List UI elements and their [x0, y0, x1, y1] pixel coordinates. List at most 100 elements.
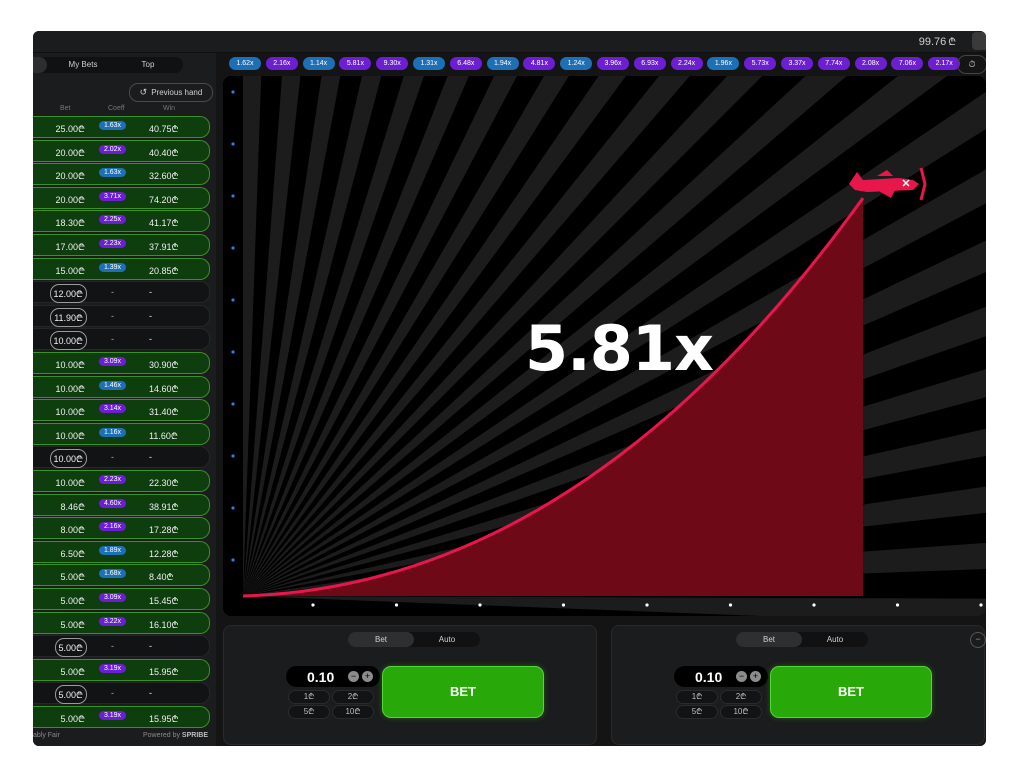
win-amount: 11.60₾ — [149, 430, 178, 441]
history-multiplier: 7.06x — [891, 57, 924, 70]
plus-icon[interactable]: + — [750, 671, 761, 682]
win-amount: - — [149, 688, 152, 699]
coeff-badge: - — [111, 641, 114, 652]
background-ray — [243, 76, 847, 596]
coeff-badge: 2.23x — [99, 239, 126, 248]
bet-row: 5.00₾ 1.68x 8.40₾ — [33, 564, 210, 587]
win-amount: - — [149, 287, 152, 298]
tab-my-bets[interactable]: My Bets — [68, 60, 98, 69]
win-amount: 30.90₾ — [149, 360, 179, 370]
coeff-badge: 1.63x — [99, 168, 126, 178]
bet-panel-tabs: Bet Auto — [348, 632, 480, 647]
quick-amount-2[interactable]: 2₾ — [720, 690, 762, 704]
bet-amount: 12.00₾ — [49, 284, 87, 304]
win-amount: 22.30₾ — [149, 478, 179, 488]
history-multiplier: 2.24x — [670, 57, 703, 70]
tab-bet[interactable]: Bet — [348, 632, 414, 647]
previous-hand-label: Previous hand — [151, 88, 203, 97]
quick-amount-5[interactable]: 5₾ — [288, 705, 330, 719]
tab-auto[interactable]: Auto — [826, 635, 844, 644]
win-amount: 37.91₾ — [149, 242, 179, 252]
tab-all-bets[interactable] — [33, 57, 47, 73]
tab-auto[interactable]: Auto — [438, 635, 456, 644]
tab-top[interactable]: Top — [141, 60, 155, 69]
bet-button[interactable]: BET — [382, 666, 544, 718]
tab-bet[interactable]: Bet — [736, 632, 802, 647]
provably-fair-link[interactable]: ably Fair — [33, 732, 60, 739]
column-header-bet: Bet — [60, 105, 71, 112]
coeff-badge: 1.39x — [99, 262, 126, 272]
background-ray — [243, 76, 469, 596]
bet-row: 10.00₾ 3.14x 31.40₾ — [33, 399, 210, 422]
coeff-badge: 1.46x — [99, 380, 126, 390]
bet-row: 10.00₾ 2.23x 22.30₾ — [33, 470, 210, 492]
left-footer: ably Fair Powered by SPRIBE — [33, 727, 216, 746]
bet-row: 25.00₾ 1.63x 40.75₾ — [33, 116, 210, 138]
bet-amount: 20.00₾ — [55, 194, 85, 205]
win-amount: 38.91₾ — [149, 501, 179, 512]
spribe-logo: SPRIBE — [181, 732, 208, 739]
bet-row: 12.00₾ - - — [33, 281, 210, 304]
history-toggle-icon[interactable]: ⏱ — [957, 55, 986, 74]
y-axis-dot — [231, 194, 235, 198]
bet-row: 20.00₾ 1.63x 32.60₾ — [33, 163, 210, 186]
flight-curve — [242, 197, 865, 598]
previous-hand-button[interactable]: ↺ Previous hand — [129, 83, 213, 102]
coeff-badge: 2.23x — [99, 475, 126, 484]
bet-amount: 5.00₾ — [60, 572, 85, 583]
history-multiplier: 2.08x — [854, 57, 887, 70]
minus-icon[interactable]: − — [736, 671, 747, 682]
remove-panel-icon[interactable]: − — [970, 632, 986, 648]
stake-input[interactable]: 0.10 − + — [286, 666, 380, 687]
balance-amount: 99.76 — [918, 36, 947, 48]
game-canvas: 5.81x — [223, 76, 986, 616]
quick-amount-2[interactable]: 2₾ — [332, 690, 374, 704]
powered-by: Powered by SPRIBE — [143, 732, 208, 739]
coeff-badge: - — [111, 688, 114, 699]
bet-row: 5.00₾ 3.22x 16.10₾ — [33, 611, 210, 634]
bet-panel-tabs: Bet Auto — [736, 632, 868, 647]
win-amount: 15.95₾ — [149, 666, 179, 677]
coeff-badge: 1.68x — [99, 569, 126, 579]
x-axis-dot — [311, 603, 315, 607]
quick-amount-5[interactable]: 5₾ — [676, 705, 718, 719]
bet-row: 15.00₾ 1.39x 20.85₾ — [33, 257, 210, 280]
quick-amount-10[interactable]: 10₾ — [720, 705, 762, 719]
stake-input[interactable]: 0.10 − + — [674, 666, 768, 687]
bet-row: 18.30₾ 2.25x 41.17₾ — [33, 210, 210, 233]
quick-amount-10[interactable]: 10₾ — [332, 705, 374, 719]
plus-icon[interactable]: + — [362, 671, 373, 682]
x-axis-dot — [394, 603, 399, 607]
x-axis-dot — [979, 603, 983, 607]
coeff-badge: 3.71x — [99, 191, 126, 201]
column-header-coeff: Coeff — [108, 105, 125, 112]
win-amount: 40.75₾ — [149, 124, 179, 134]
menu-button[interactable] — [972, 32, 986, 50]
bet-amount: 5.00₾ — [54, 638, 87, 658]
bet-amount: 20.00₾ — [55, 171, 85, 182]
history-multiplier: 2.16x — [265, 57, 298, 70]
coeff-badge: 3.22x — [99, 616, 126, 626]
bet-button[interactable]: BET — [770, 666, 932, 718]
bet-row: 10.00₾ - - — [33, 328, 210, 351]
win-amount: 31.40₾ — [149, 407, 179, 418]
background-ray — [243, 76, 341, 596]
flight-area — [243, 198, 863, 596]
win-amount: 14.60₾ — [149, 383, 179, 394]
quick-amount-1[interactable]: 1₾ — [676, 690, 718, 704]
quick-amount-1[interactable]: 1₾ — [288, 690, 330, 704]
x-axis-dot — [478, 603, 482, 607]
minus-icon[interactable]: − — [348, 671, 359, 682]
coeff-badge: 1.16x — [99, 427, 126, 437]
coeff-badge: - — [111, 287, 114, 298]
background-ray — [243, 76, 424, 596]
bet-row: 8.00₾ 2.16x 17.28₾ — [33, 517, 210, 540]
x-axis-dot — [812, 603, 816, 607]
bet-row: 10.00₾ 3.09x 30.90₾ — [33, 352, 210, 374]
bet-row: 5.00₾ 3.19x 15.95₾ — [33, 706, 210, 728]
bet-row: 20.00₾ 3.71x 74.20₾ — [33, 186, 210, 209]
coeff-badge: 3.14x — [99, 404, 126, 414]
history-multiplier: 3.37x — [781, 57, 813, 70]
game-window: 99.76 ₾ My Bets Top ↺ Previous hand Bet Co… — [33, 31, 986, 746]
y-axis-dot — [231, 350, 235, 354]
